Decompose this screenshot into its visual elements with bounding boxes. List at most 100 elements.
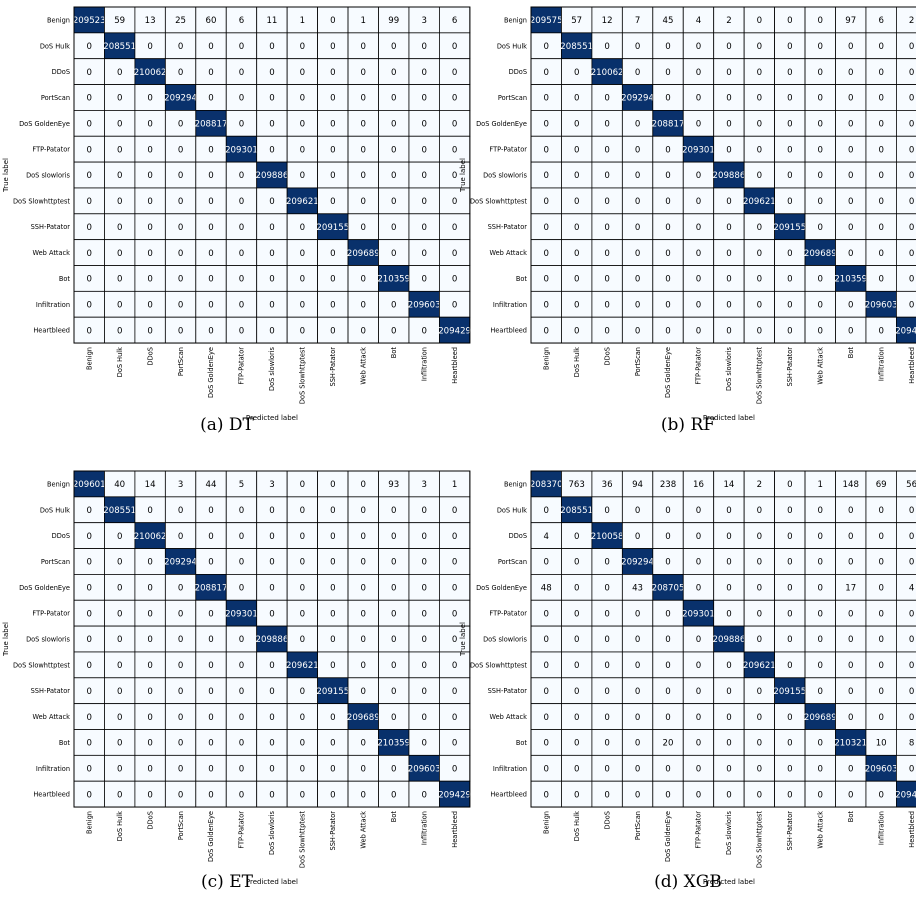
cell-value-label: 0 bbox=[208, 197, 213, 207]
heatmap-cell bbox=[835, 135, 867, 163]
cell-value-label: 0 bbox=[757, 145, 762, 155]
cell-value-label: 0 bbox=[787, 790, 792, 800]
heatmap-cell bbox=[561, 625, 593, 653]
cell-value-label: 0 bbox=[757, 713, 762, 723]
x-tick-label: DDoS bbox=[146, 347, 154, 365]
cell-value-label: 0 bbox=[878, 558, 883, 568]
cell-value-label: 0 bbox=[269, 764, 274, 774]
cell-value-label: 0 bbox=[543, 68, 548, 78]
heatmap-cell bbox=[865, 625, 897, 653]
cell-value-label: 0 bbox=[878, 120, 883, 130]
heatmap-cell bbox=[73, 316, 105, 344]
cell-value-label: 0 bbox=[696, 532, 701, 542]
cell-value-label: 0 bbox=[452, 300, 457, 310]
heatmap-cell bbox=[713, 213, 745, 241]
heatmap-cell bbox=[164, 780, 197, 808]
cell-value-label: 209294 bbox=[621, 558, 654, 568]
heatmap-cell bbox=[73, 729, 105, 756]
x-tick-label: PortScan bbox=[177, 347, 185, 376]
x-tick-label: Infiltration bbox=[420, 347, 428, 381]
x-tick-label: DDoS bbox=[603, 347, 611, 365]
heatmap-cell bbox=[378, 574, 410, 601]
cell-value-label: 0 bbox=[300, 739, 305, 749]
cell-value-label: 0 bbox=[421, 739, 426, 749]
heatmap-cell bbox=[743, 780, 776, 808]
cell-value-label: 0 bbox=[665, 94, 670, 104]
cell-value-label: 0 bbox=[848, 120, 853, 130]
heatmap-cell bbox=[347, 780, 379, 808]
cell-value-label: 17 bbox=[845, 584, 856, 594]
cell-value-label: 0 bbox=[147, 300, 152, 310]
heatmap-cell bbox=[804, 625, 836, 653]
heatmap-cell bbox=[835, 84, 867, 111]
heatmap-cell bbox=[743, 574, 776, 601]
cell-value-label: 0 bbox=[635, 145, 640, 155]
heatmap-cell bbox=[225, 625, 258, 653]
cell-value-label: 0 bbox=[330, 171, 335, 181]
heatmap-cell bbox=[591, 135, 623, 163]
cell-value-label: 209689 bbox=[804, 713, 837, 723]
heatmap-cell bbox=[195, 677, 227, 705]
cell-value-label: 0 bbox=[86, 661, 91, 671]
heatmap-cell bbox=[774, 754, 806, 782]
cell-value-label: 148 bbox=[843, 480, 859, 490]
y-tick-label: Benign bbox=[504, 16, 527, 24]
cell-value-label: 0 bbox=[178, 68, 183, 78]
heatmap-cell bbox=[286, 651, 318, 679]
cell-value-label: 0 bbox=[178, 713, 183, 723]
cell-value-label: 0 bbox=[300, 326, 305, 336]
cell-value-label: 0 bbox=[848, 532, 853, 542]
cell-value-label: 0 bbox=[300, 764, 305, 774]
heatmap-cell bbox=[774, 599, 806, 627]
cell-value-label: 0 bbox=[635, 223, 640, 233]
heatmap-cell bbox=[561, 548, 593, 575]
heatmap-cell bbox=[317, 161, 349, 189]
cell-value-label: 0 bbox=[574, 171, 579, 181]
cell-value-label: 0 bbox=[848, 171, 853, 181]
heatmap-cell bbox=[530, 496, 562, 524]
cell-value-label: 0 bbox=[208, 558, 213, 568]
y-tick-label: DDoS bbox=[52, 68, 70, 76]
cell-value-label: 0 bbox=[361, 661, 366, 671]
cell-value-label: 0 bbox=[178, 223, 183, 233]
y-tick-label: Heartbleed bbox=[33, 327, 70, 335]
heatmap-cell bbox=[530, 703, 562, 730]
heatmap-cell bbox=[652, 548, 684, 575]
cell-value-label: 0 bbox=[361, 558, 366, 568]
cell-value-label: 0 bbox=[878, 609, 883, 619]
cell-value-label: 0 bbox=[239, 558, 244, 568]
cell-value-label: 0 bbox=[635, 764, 640, 774]
heatmap-cell bbox=[347, 548, 379, 575]
cell-value-label: 0 bbox=[391, 300, 396, 310]
cell-value-label: 0 bbox=[604, 249, 609, 259]
cell-value-label: 0 bbox=[818, 790, 823, 800]
cell-value-label: 0 bbox=[178, 171, 183, 181]
heatmap-cell bbox=[682, 703, 715, 730]
cell-value-label: 0 bbox=[147, 171, 152, 181]
cell-value-label: 0 bbox=[574, 197, 579, 207]
y-tick-label: SSH-Patator bbox=[488, 223, 528, 231]
heatmap-cell bbox=[408, 213, 440, 241]
cell-value-label: 0 bbox=[848, 558, 853, 568]
cell-value-label: 0 bbox=[818, 764, 823, 774]
cell-value-label: 0 bbox=[757, 506, 762, 516]
cell-value-label: 0 bbox=[300, 687, 305, 697]
heatmap-cell bbox=[743, 496, 776, 524]
y-tick-label: DDoS bbox=[52, 532, 70, 540]
cell-value-label: 238 bbox=[660, 480, 676, 490]
heatmap-cell bbox=[317, 548, 349, 575]
heatmap-cell bbox=[774, 496, 806, 524]
heatmap-cell bbox=[682, 265, 715, 292]
cell-value-label: 0 bbox=[147, 506, 152, 516]
y-tick-label: DoS Slowhttptest bbox=[13, 661, 70, 669]
heatmap-cell bbox=[835, 265, 867, 292]
heatmap-cell bbox=[438, 729, 471, 756]
heatmap-cell bbox=[164, 265, 197, 292]
cell-value-label: 208817 bbox=[195, 584, 228, 594]
heatmap-cell bbox=[804, 6, 836, 34]
cell-value-label: 0 bbox=[86, 42, 91, 52]
heatmap-cell bbox=[530, 729, 562, 756]
cell-value-label: 209621 bbox=[743, 661, 776, 671]
cell-value-label: 0 bbox=[86, 197, 91, 207]
cell-value-label: 0 bbox=[391, 661, 396, 671]
